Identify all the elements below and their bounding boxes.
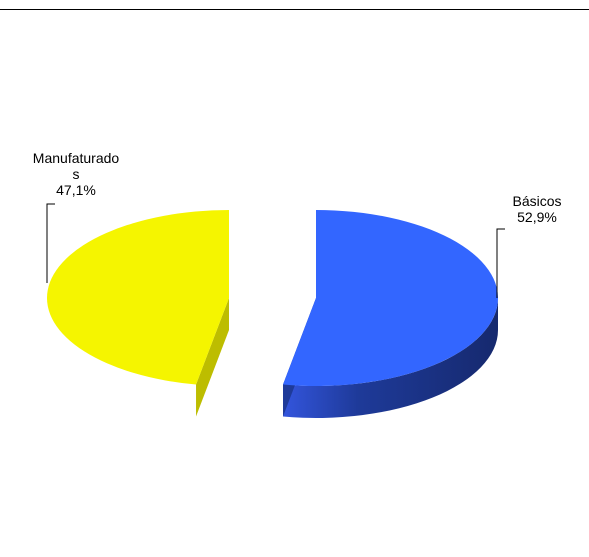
- slice-manufaturados-top: [46, 210, 230, 385]
- slice-manufaturados-cut-face: [196, 298, 229, 417]
- data-labels: Básicos 52,9% Manufaturado s 47,1%: [33, 150, 562, 225]
- slice-basicos-data-label: Básicos 52,9%: [512, 193, 561, 225]
- slice-basicos-side: [283, 298, 498, 418]
- pie-slices: [46, 210, 498, 418]
- slice-manufaturados: [46, 210, 230, 417]
- slice-manufaturados-data-label: Manufaturado s 47,1%: [33, 150, 120, 198]
- slice-basicos: [283, 210, 498, 418]
- leader-lines: [46, 203, 505, 298]
- slice-manufaturados-leader-line: [46, 203, 55, 283]
- slice-basicos-top: [283, 210, 498, 386]
- top-border-line: [0, 9, 589, 10]
- slice-basicos-leader-line: [496, 228, 505, 298]
